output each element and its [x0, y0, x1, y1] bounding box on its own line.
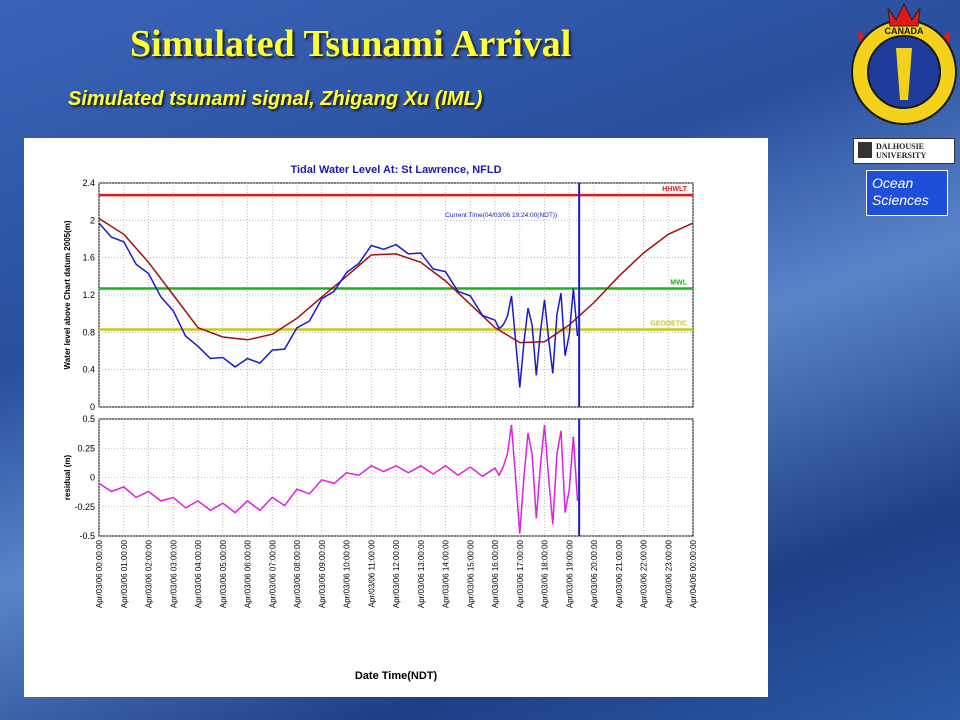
x-tick-label: Apr/03/06 03:00:00: [169, 539, 178, 608]
y-tick-label: 0.5: [82, 414, 95, 424]
x-tick-label: Apr/04/06 00:00:00: [689, 539, 698, 608]
slide-subtitle: Simulated tsunami signal, Zhigang Xu (IM…: [68, 88, 483, 110]
y-tick-label: 2: [90, 215, 95, 225]
emblem: CANADA: [851, 2, 957, 125]
y-tick-label: 1.6: [82, 253, 95, 263]
x-tick-label: Apr/03/06 20:00:00: [590, 539, 599, 608]
y-tick-label: 0.4: [82, 365, 95, 375]
reference-label: GEODETIC: [650, 321, 687, 328]
y-tick-label: 1.2: [82, 290, 95, 300]
department-box: Ocean Sciences: [866, 170, 948, 216]
x-tick-label: Apr/03/06 10:00:00: [343, 539, 352, 608]
x-tick-label: Apr/03/06 08:00:00: [293, 539, 302, 608]
x-tick-label: Apr/03/06 22:00:00: [640, 539, 649, 608]
slide-title: Simulated Tsunami Arrival: [130, 23, 572, 65]
x-tick-label: Apr/03/06 00:00:00: [95, 539, 104, 608]
reference-label: MWL: [670, 279, 687, 286]
y-axis-label: residual (m): [63, 454, 72, 500]
reference-label: HHWLT: [662, 186, 687, 193]
x-tick-label: Apr/03/06 01:00:00: [120, 539, 129, 608]
data-line: [98, 222, 579, 388]
y-axis-label: Water level above Chart datum 2005(m): [63, 220, 72, 369]
data-line: [98, 424, 579, 534]
x-tick-label: Apr/03/06 06:00:00: [244, 539, 253, 608]
emblem-text: CANADA: [885, 26, 924, 36]
x-tick-label: Apr/03/06 02:00:00: [145, 539, 154, 608]
data-line: [98, 217, 694, 344]
y-tick-label: 0: [90, 402, 95, 412]
x-tick-label: Apr/03/06 16:00:00: [491, 539, 500, 608]
y-tick-label: -0.5: [79, 531, 95, 541]
x-axis-label: Date Time(NDT): [355, 670, 438, 682]
plot-title: Tidal Water Level At: St Lawrence, NFLD: [290, 164, 501, 176]
x-tick-label: Apr/03/06 19:00:00: [565, 539, 574, 608]
x-tick-label: Apr/03/06 09:00:00: [318, 539, 327, 608]
y-tick-label: -0.25: [74, 502, 95, 512]
y-tick-label: 0: [90, 473, 95, 483]
x-tick-label: Apr/03/06 17:00:00: [516, 539, 525, 608]
x-tick-label: Apr/03/06 23:00:00: [664, 539, 673, 608]
x-tick-label: Apr/03/06 04:00:00: [194, 539, 203, 608]
university-name: DALHOUSIE UNIVERSITY: [876, 142, 927, 160]
current-time-label: Current Time(04/03/06 19:24:00(NDT)): [445, 212, 557, 219]
y-tick-label: 0.25: [77, 443, 95, 453]
y-tick-label: 0.8: [82, 327, 95, 337]
x-tick-label: Apr/03/06 21:00:00: [615, 539, 624, 608]
x-tick-label: Apr/03/06 15:00:00: [466, 539, 475, 608]
x-tick-label: Apr/03/06 05:00:00: [219, 539, 228, 608]
x-tick-label: Apr/03/06 07:00:00: [268, 539, 277, 608]
x-tick-label: Apr/03/06 14:00:00: [442, 539, 451, 608]
x-tick-label: Apr/03/06 18:00:00: [541, 539, 550, 608]
x-tick-label: Apr/03/06 13:00:00: [417, 539, 426, 608]
x-tick-label: Apr/03/06 11:00:00: [367, 539, 376, 607]
y-tick-label: 2.4: [82, 178, 95, 188]
university-logo: DALHOUSIE UNIVERSITY: [853, 138, 955, 164]
x-tick-label: Apr/03/06 12:00:00: [392, 539, 401, 608]
